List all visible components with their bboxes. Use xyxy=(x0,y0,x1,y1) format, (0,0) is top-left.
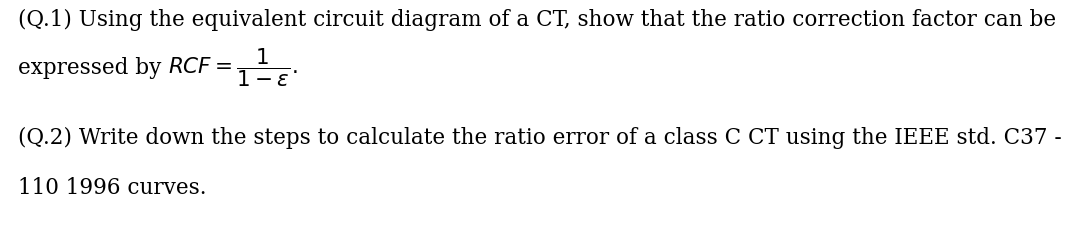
Text: expressed by: expressed by xyxy=(18,57,168,79)
Text: (Q.1) Using the equivalent circuit diagram of a CT, show that the ratio correcti: (Q.1) Using the equivalent circuit diagr… xyxy=(18,9,1056,31)
Text: $\mathit{RCF} = \dfrac{1}{1-\varepsilon}$.: $\mathit{RCF} = \dfrac{1}{1-\varepsilon}… xyxy=(168,46,298,89)
Text: 110 1996 curves.: 110 1996 curves. xyxy=(18,177,206,199)
Text: (Q.2) Write down the steps to calculate the ratio error of a class C CT using th: (Q.2) Write down the steps to calculate … xyxy=(18,127,1062,149)
